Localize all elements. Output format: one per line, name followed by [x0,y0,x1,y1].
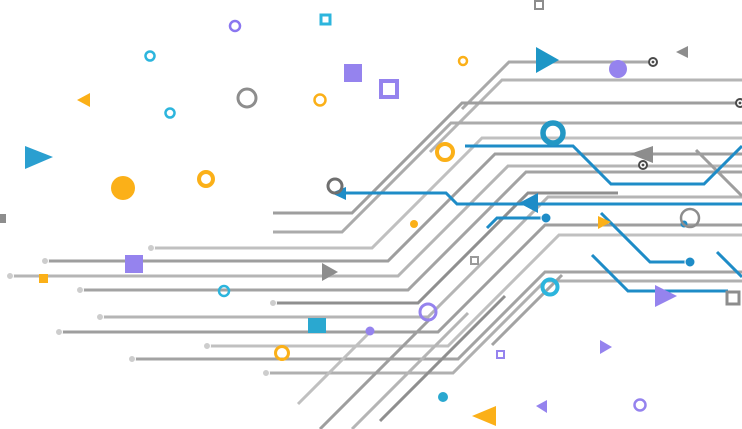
yellow-ring-4 [457,55,469,67]
gray-line-top-1 [460,60,648,111]
cyan-ring-1 [144,50,156,62]
terminal-ring-3-pip [641,163,645,167]
line-start-dot-6 [96,313,104,321]
purple-ring-small [228,19,242,33]
gray-triangle-left-small [676,46,688,58]
line-start-dot-10 [262,369,270,377]
cyan-square-outline [319,13,332,26]
purple-square-outline [379,79,399,99]
blue-triangle-left [519,193,538,213]
gray-line-5 [10,164,742,278]
gray-line-6 [80,170,742,292]
cyan-dot [438,392,448,402]
gray-ring-3 [679,207,701,229]
blue-triangle-right [25,146,53,169]
blue-line-zigzag [465,144,742,186]
terminal-ring-1-pip [651,60,655,64]
gray-line-11 [132,270,742,361]
cyan-ring-3 [217,284,231,298]
line-start-dot-7 [55,328,63,336]
yellow-ring-1 [197,170,215,188]
line-start-dot-2 [41,257,49,265]
gray-square-outline-tiny [470,256,479,265]
gray-line-8 [100,195,742,319]
yellow-ring-3 [435,142,455,162]
yellow-square-small [39,274,48,283]
yellow-triangle-right-small [598,216,611,229]
purple-ring-2 [633,398,647,412]
gray-triangle-left [630,146,653,163]
purple-dot [365,326,375,336]
gray-line-1 [273,101,736,215]
gray-square-outline-small [534,0,544,10]
blue-line-dot-end [599,211,686,264]
gray-line-4 [45,152,742,263]
gray-ring-1 [236,87,258,109]
line-start-dot-9 [128,355,136,363]
gray-square-edge [0,214,6,223]
blue-diagonal-right [715,250,742,279]
purple-triangle-left-small [536,400,547,413]
line-start-dot-4 [76,286,84,294]
line-start-dot-3 [6,272,14,280]
yellow-ring-5 [313,93,327,107]
blue-end-dot-2 [684,256,696,268]
gray-line-10 [207,233,742,348]
purple-triangle-right [655,285,677,307]
gray-line-9 [59,223,742,334]
gray-line-top-2 [428,78,742,154]
purple-triangle-right-small [600,340,612,354]
yellow-ring-2 [274,345,290,361]
yellow-dot [410,220,418,228]
cyan-ring-thick-2 [540,277,560,297]
purple-square [344,64,362,82]
yellow-triangle-left [77,93,90,107]
terminal-ring-2-pip [738,101,742,105]
line-start-dot-8 [203,342,211,350]
gray-diagonal-5 [490,273,564,347]
purple-square-2 [125,255,143,273]
purple-square-outline-tiny [496,350,505,359]
line-start-dot-5 [269,299,277,307]
cyan-square [308,318,326,333]
gray-diagonal-1 [318,317,432,429]
blue-line-short [485,216,542,230]
gray-diagonal-4 [296,328,374,406]
cyan-ring-2 [164,107,176,119]
gray-diagonal-right [694,148,742,198]
yellow-circle [111,176,135,200]
gray-diagonal-2 [350,311,470,429]
gray-diagonal-3 [378,294,507,423]
gray-square-outline [725,290,741,306]
blue-line-arrow [334,191,742,206]
cyan-ring-thick-1 [540,120,566,146]
yellow-triangle-left-large [472,406,496,426]
gray-line-7 [273,191,618,305]
teal-triangle-right [536,47,559,73]
line-start-dot-1 [147,244,155,252]
blue-line-triangle [590,253,728,293]
gray-line-12 [266,279,742,375]
purple-circle [609,60,627,78]
purple-ring-1 [418,302,438,322]
gray-triangle-right [322,263,338,281]
blue-end-dot-1 [540,212,552,224]
gray-line-2 [273,121,742,234]
gray-ring-2 [326,177,344,195]
